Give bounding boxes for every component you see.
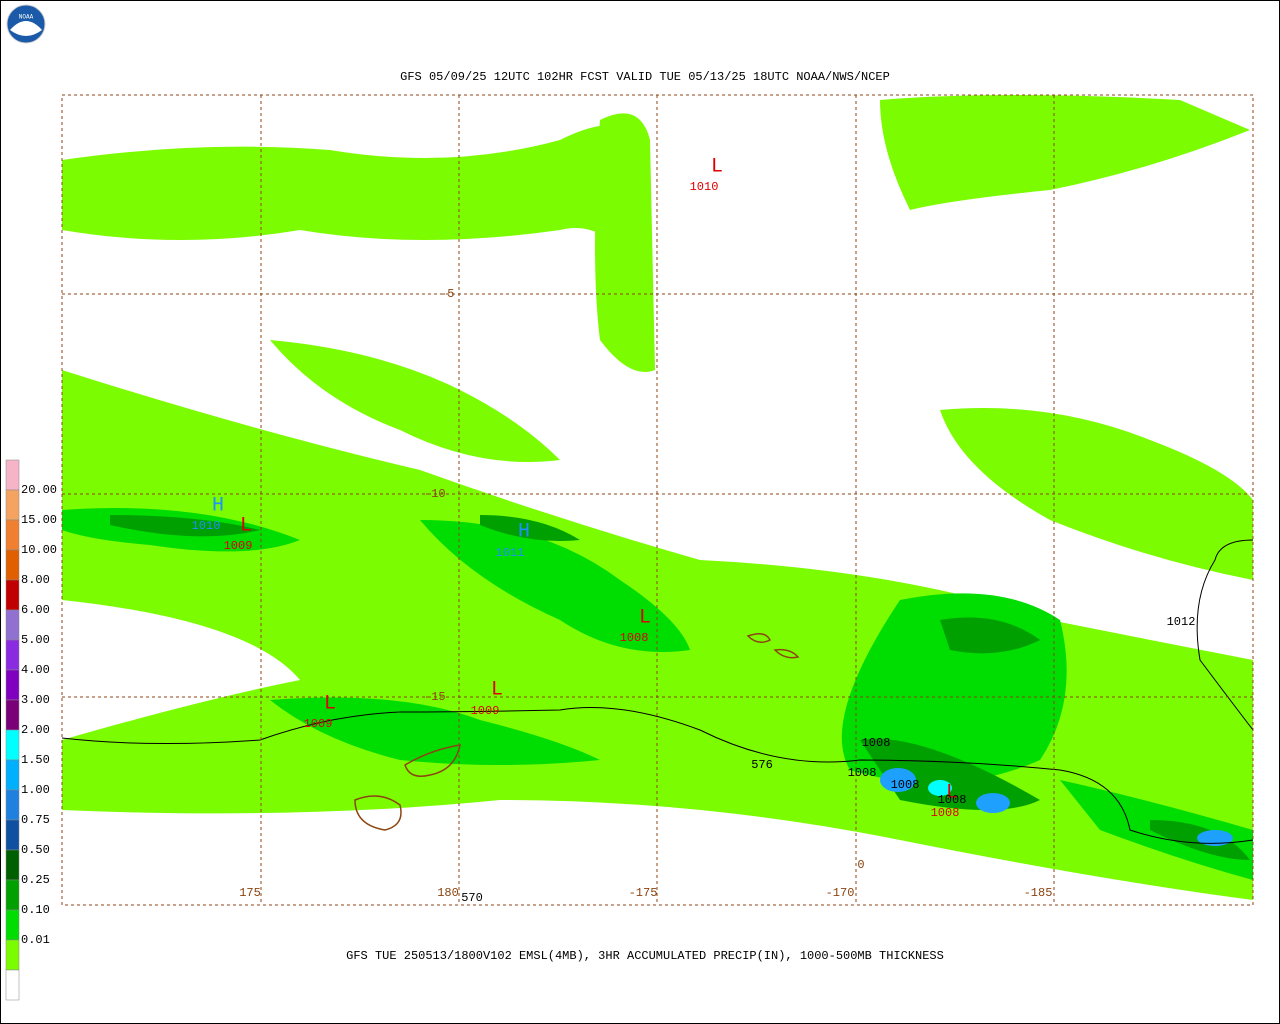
logo-bird bbox=[10, 21, 42, 36]
title: GFS 05/09/25 12UTC 102HR FCST VALID TUE … bbox=[400, 70, 890, 84]
legend-swatch bbox=[5, 669, 20, 701]
legend-label: 20.00 bbox=[21, 483, 57, 497]
isobar-label: 1008 bbox=[938, 793, 967, 807]
legend-label: 0.75 bbox=[21, 813, 50, 827]
legend-label: 0.25 bbox=[21, 873, 50, 887]
legend-swatch bbox=[5, 789, 20, 821]
legend-label: 2.00 bbox=[21, 723, 50, 737]
legend-label: 10.00 bbox=[21, 543, 57, 557]
lat-lon-grid bbox=[61, 94, 1254, 906]
pressure-value: 1011 bbox=[496, 546, 525, 560]
pressure-value: 1010 bbox=[690, 180, 719, 194]
legend-swatch bbox=[5, 969, 20, 1001]
longitude-label: -170 bbox=[826, 886, 855, 900]
pressure-symbol: L bbox=[240, 514, 252, 537]
legend-swatch bbox=[5, 729, 20, 761]
legend-label: 1.50 bbox=[21, 753, 50, 767]
legend-swatch bbox=[5, 579, 20, 611]
longitude-label: 175 bbox=[239, 886, 261, 900]
logo-text: NOAA bbox=[19, 14, 34, 21]
thickness-label: 570 bbox=[461, 891, 483, 905]
legend-swatch bbox=[5, 549, 20, 581]
pressure-symbol: L bbox=[639, 606, 651, 629]
legend-label: 4.00 bbox=[21, 663, 50, 677]
legend-label: 0.10 bbox=[21, 903, 50, 917]
pressure-value: 1009 bbox=[304, 717, 333, 731]
longitude-label: 180 bbox=[437, 886, 459, 900]
legend-label: 0.50 bbox=[21, 843, 50, 857]
legend-swatch bbox=[5, 699, 20, 731]
isobar-label: 1008 bbox=[862, 736, 891, 750]
pressure-value: 1008 bbox=[931, 806, 960, 820]
pressure-symbol: L bbox=[491, 678, 503, 701]
pressure-value: 1009 bbox=[224, 539, 253, 553]
longitude-label: -175 bbox=[629, 886, 658, 900]
pressure-symbol: H bbox=[212, 494, 224, 517]
legend-label: 1.00 bbox=[21, 783, 50, 797]
latitude-label: -5 bbox=[440, 287, 454, 301]
legend-label: 15.00 bbox=[21, 513, 57, 527]
isobar-label: 1008 bbox=[848, 766, 877, 780]
legend-swatch bbox=[5, 489, 20, 521]
legend-swatch bbox=[5, 849, 20, 881]
legend-label: 0.01 bbox=[21, 933, 50, 947]
legend-swatch bbox=[5, 639, 20, 671]
pressure-value: 1009 bbox=[471, 704, 500, 718]
legend-swatch bbox=[5, 609, 20, 641]
latitude-label: -10 bbox=[424, 487, 446, 501]
legend-label: 6.00 bbox=[21, 603, 50, 617]
noaa-logo: NOAA bbox=[6, 4, 46, 44]
legend-swatch bbox=[5, 879, 20, 911]
legend-label: 8.00 bbox=[21, 573, 50, 587]
longitude-label: -185 bbox=[1024, 886, 1053, 900]
isobar-label: 1008 bbox=[891, 778, 920, 792]
legend-swatch bbox=[5, 939, 20, 971]
legend-swatch bbox=[5, 759, 20, 791]
pressure-symbol: L bbox=[711, 155, 723, 178]
pressure-value: 1010 bbox=[192, 519, 221, 533]
legend-label: 3.00 bbox=[21, 693, 50, 707]
pressure-value: 1008 bbox=[620, 631, 649, 645]
legend-swatch bbox=[5, 909, 20, 941]
caption: GFS TUE 250513/1800V102 EMSL(4MB), 3HR A… bbox=[346, 949, 944, 963]
pressure-symbol: L bbox=[946, 781, 958, 804]
thickness-label: 576 bbox=[751, 758, 773, 772]
isobar-label: 1012 bbox=[1167, 615, 1196, 629]
pressure-symbol: L bbox=[324, 692, 336, 715]
legend-label: 5.00 bbox=[21, 633, 50, 647]
thickness-label: 0 bbox=[857, 858, 864, 872]
color-legend: 20.00 15.00 10.00 8.00 6.00 5.00 4.00 3.00 2.00 1… bbox=[5, 459, 57, 1001]
pressure-symbol: H bbox=[518, 520, 530, 543]
legend-swatch bbox=[5, 519, 20, 551]
legend-swatch bbox=[5, 459, 20, 491]
coastlines bbox=[61, 539, 1254, 844]
legend-swatch bbox=[5, 819, 20, 851]
latitude-label: -15 bbox=[424, 690, 446, 704]
